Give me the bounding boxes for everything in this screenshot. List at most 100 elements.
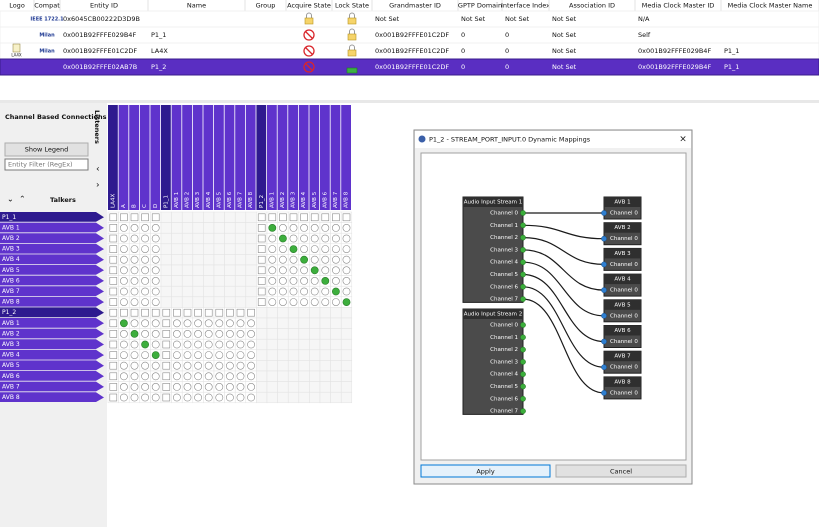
talker-channel-row[interactable] — [0, 286, 104, 296]
connection-point[interactable] — [130, 382, 139, 391]
connection-point[interactable] — [278, 266, 287, 275]
matrix-cell[interactable] — [192, 243, 204, 255]
connection-point[interactable] — [342, 245, 351, 253]
connection-point[interactable] — [204, 340, 213, 349]
entity-cell[interactable] — [162, 393, 171, 402]
connection-point[interactable] — [141, 393, 149, 402]
matrix-cell[interactable] — [224, 285, 236, 298]
connection-point[interactable] — [130, 298, 139, 306]
matrix-cell[interactable] — [181, 264, 194, 276]
matrix-cell[interactable] — [181, 285, 194, 298]
connection-point[interactable] — [278, 223, 287, 232]
connection-point[interactable] — [141, 234, 149, 243]
talker-entity-row[interactable] — [0, 307, 104, 318]
matrix-cell[interactable] — [192, 264, 204, 276]
collapse-all[interactable]: ⌄ — [7, 195, 14, 204]
connection-point[interactable] — [331, 234, 340, 243]
entity-cell[interactable] — [109, 298, 118, 306]
talker-channel-row[interactable] — [0, 360, 104, 371]
matrix-cell[interactable] — [203, 232, 215, 245]
matrix-cell[interactable] — [160, 275, 172, 287]
talker-channel-row[interactable] — [0, 254, 104, 265]
entity-cell[interactable] — [109, 308, 118, 317]
entity-cell[interactable] — [109, 340, 118, 349]
matrix-cell[interactable] — [213, 275, 225, 287]
matrix-cell[interactable] — [340, 391, 353, 404]
listener-channel-header[interactable] — [129, 105, 139, 210]
apply-button[interactable] — [420, 464, 551, 478]
matrix-cell[interactable] — [181, 275, 194, 287]
matrix-cell[interactable] — [287, 381, 300, 393]
entity-cell[interactable] — [130, 213, 139, 222]
entity-cell[interactable] — [162, 351, 171, 359]
connection-point[interactable] — [130, 287, 139, 296]
matrix-cell[interactable] — [287, 360, 300, 372]
entity-cell[interactable] — [257, 224, 266, 232]
entity-cell[interactable] — [183, 308, 192, 317]
connection-point[interactable] — [236, 393, 245, 402]
matrix-cell[interactable] — [203, 285, 215, 298]
connection-point[interactable] — [247, 361, 255, 370]
matrix-cell[interactable] — [234, 243, 247, 255]
matrix-cell[interactable] — [224, 254, 236, 266]
connection-point[interactable] — [151, 319, 160, 328]
connected-point[interactable] — [289, 245, 298, 253]
connection-point[interactable] — [172, 329, 181, 338]
connection-point[interactable] — [225, 319, 234, 328]
entity-cell[interactable] — [162, 372, 171, 381]
matrix-cell[interactable] — [319, 370, 331, 382]
connection-point[interactable] — [289, 298, 298, 306]
matrix-cell[interactable] — [266, 328, 278, 340]
matrix-cell[interactable] — [160, 285, 172, 298]
matrix-cell[interactable] — [256, 381, 268, 393]
connection-point[interactable] — [342, 276, 351, 285]
connection-point[interactable] — [215, 319, 224, 328]
matrix-cell[interactable] — [298, 349, 310, 361]
matrix-cell[interactable] — [213, 232, 225, 245]
listener-channel-header[interactable] — [214, 105, 224, 210]
connection-point[interactable] — [151, 298, 160, 306]
talker-channel-row[interactable] — [0, 265, 104, 275]
connection-point[interactable] — [268, 245, 277, 253]
output-pin[interactable] — [601, 210, 607, 216]
matrix-cell[interactable] — [234, 296, 247, 308]
connection-point[interactable] — [172, 351, 181, 359]
connection-point[interactable] — [141, 361, 149, 370]
matrix-cell[interactable] — [330, 381, 342, 393]
matrix-cell[interactable] — [256, 360, 268, 372]
matrix-cell[interactable] — [192, 222, 204, 234]
talker-channel-row[interactable] — [0, 243, 104, 254]
connection-point[interactable] — [141, 223, 149, 232]
matrix-cell[interactable] — [309, 381, 321, 393]
connection-point[interactable] — [247, 382, 255, 391]
connection-point[interactable] — [151, 223, 160, 232]
connection-point[interactable] — [130, 351, 139, 359]
connection-point[interactable] — [278, 255, 287, 264]
connection-point[interactable] — [141, 382, 149, 391]
matrix-cell[interactable] — [298, 307, 310, 319]
matrix-cell[interactable] — [160, 243, 172, 255]
entity-cell[interactable] — [257, 266, 266, 275]
connection-point[interactable] — [247, 329, 255, 338]
show-legend-button[interactable] — [4, 142, 89, 157]
connection-point[interactable] — [310, 223, 319, 232]
matrix-cell[interactable] — [181, 254, 194, 266]
connection-point[interactable] — [120, 382, 128, 391]
entity-cell[interactable] — [130, 308, 139, 317]
matrix-cell[interactable] — [171, 285, 183, 298]
input-pin[interactable] — [520, 346, 526, 353]
matrix-cell[interactable] — [181, 296, 194, 308]
entity-cell[interactable] — [109, 372, 118, 381]
connection-point[interactable] — [172, 393, 181, 402]
connection-point[interactable] — [215, 361, 224, 370]
connection-point[interactable] — [236, 319, 245, 328]
entity-cell[interactable] — [162, 340, 171, 349]
matrix-cell[interactable] — [330, 317, 342, 329]
connection-point[interactable] — [204, 329, 213, 338]
entity-cell[interactable] — [162, 361, 171, 370]
connection-point[interactable] — [194, 393, 202, 402]
matrix-cell[interactable] — [266, 391, 278, 404]
connection-point[interactable] — [215, 393, 224, 402]
matrix-cell[interactable] — [203, 264, 215, 276]
connected-point[interactable] — [141, 340, 149, 349]
